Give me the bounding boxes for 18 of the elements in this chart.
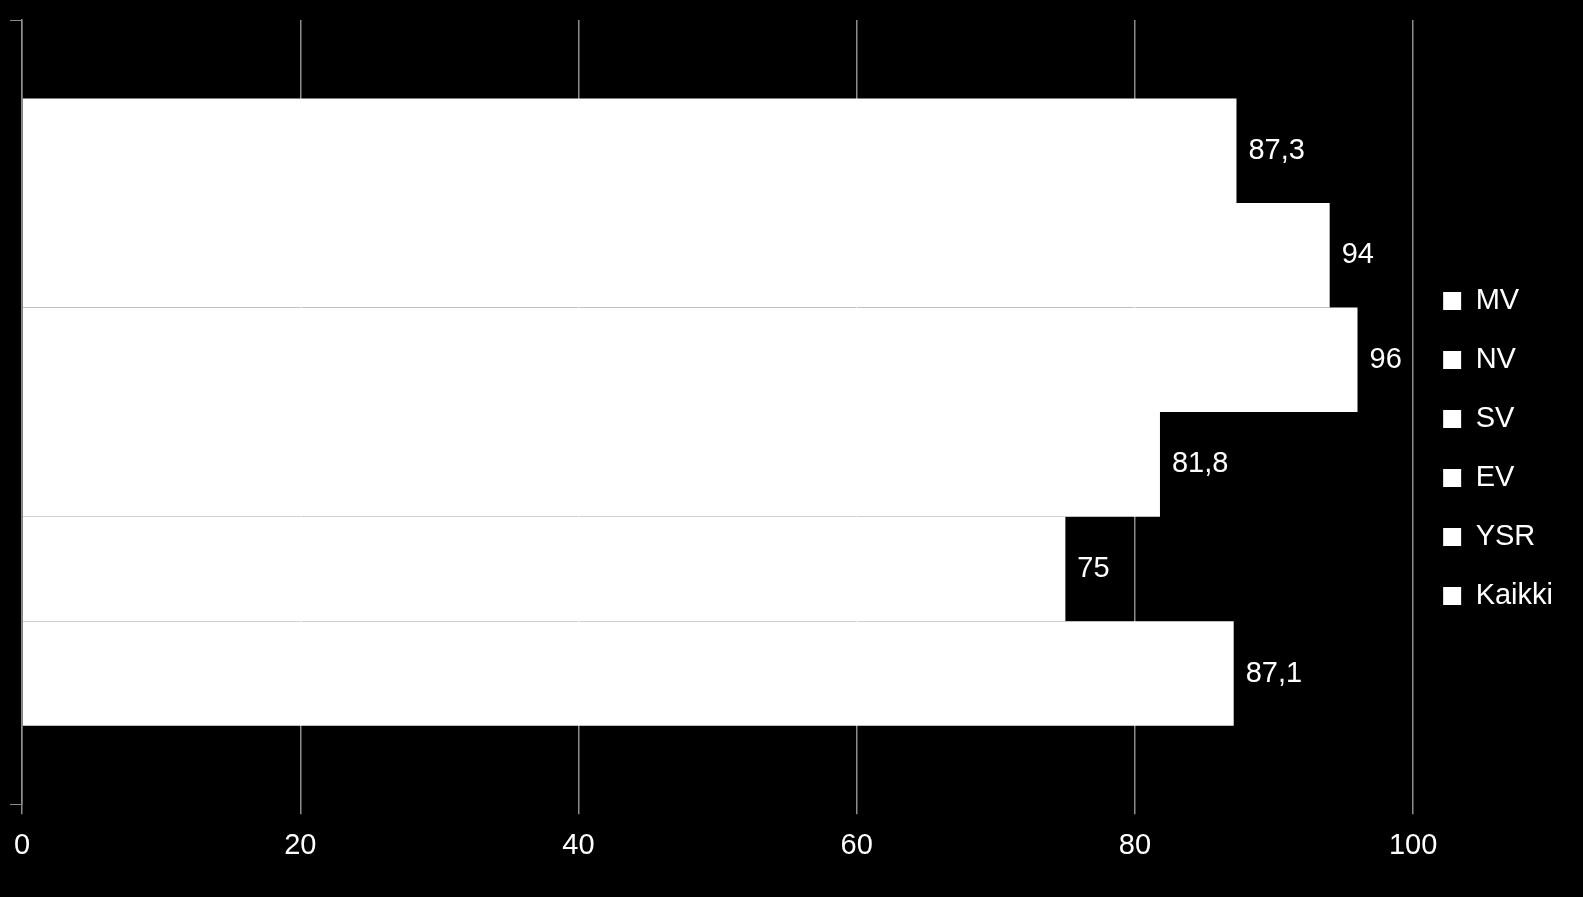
data-label: 75	[1077, 550, 1110, 583]
legend-label: EV	[1475, 460, 1515, 492]
legend-label: NV	[1475, 342, 1517, 374]
data-label: 94	[1341, 237, 1374, 270]
x-tick-label: 60	[840, 827, 873, 860]
x-tick-label: 80	[1118, 827, 1152, 860]
legend-label: MV	[1475, 283, 1520, 315]
x-tick-label: 40	[562, 827, 595, 860]
legend-label: YSR	[1475, 519, 1536, 551]
x-tick-label: 100	[1388, 827, 1438, 860]
x-tick-label: 0	[13, 827, 31, 860]
data-label: 87,1	[1245, 655, 1303, 688]
data-label: 81,8	[1171, 446, 1229, 479]
legend-label: SV	[1475, 401, 1515, 433]
legend-label: Kaikki	[1475, 578, 1553, 610]
x-tick-label: 20	[284, 827, 317, 860]
data-label: 87,3	[1248, 132, 1305, 165]
data-label: 96	[1369, 341, 1402, 374]
